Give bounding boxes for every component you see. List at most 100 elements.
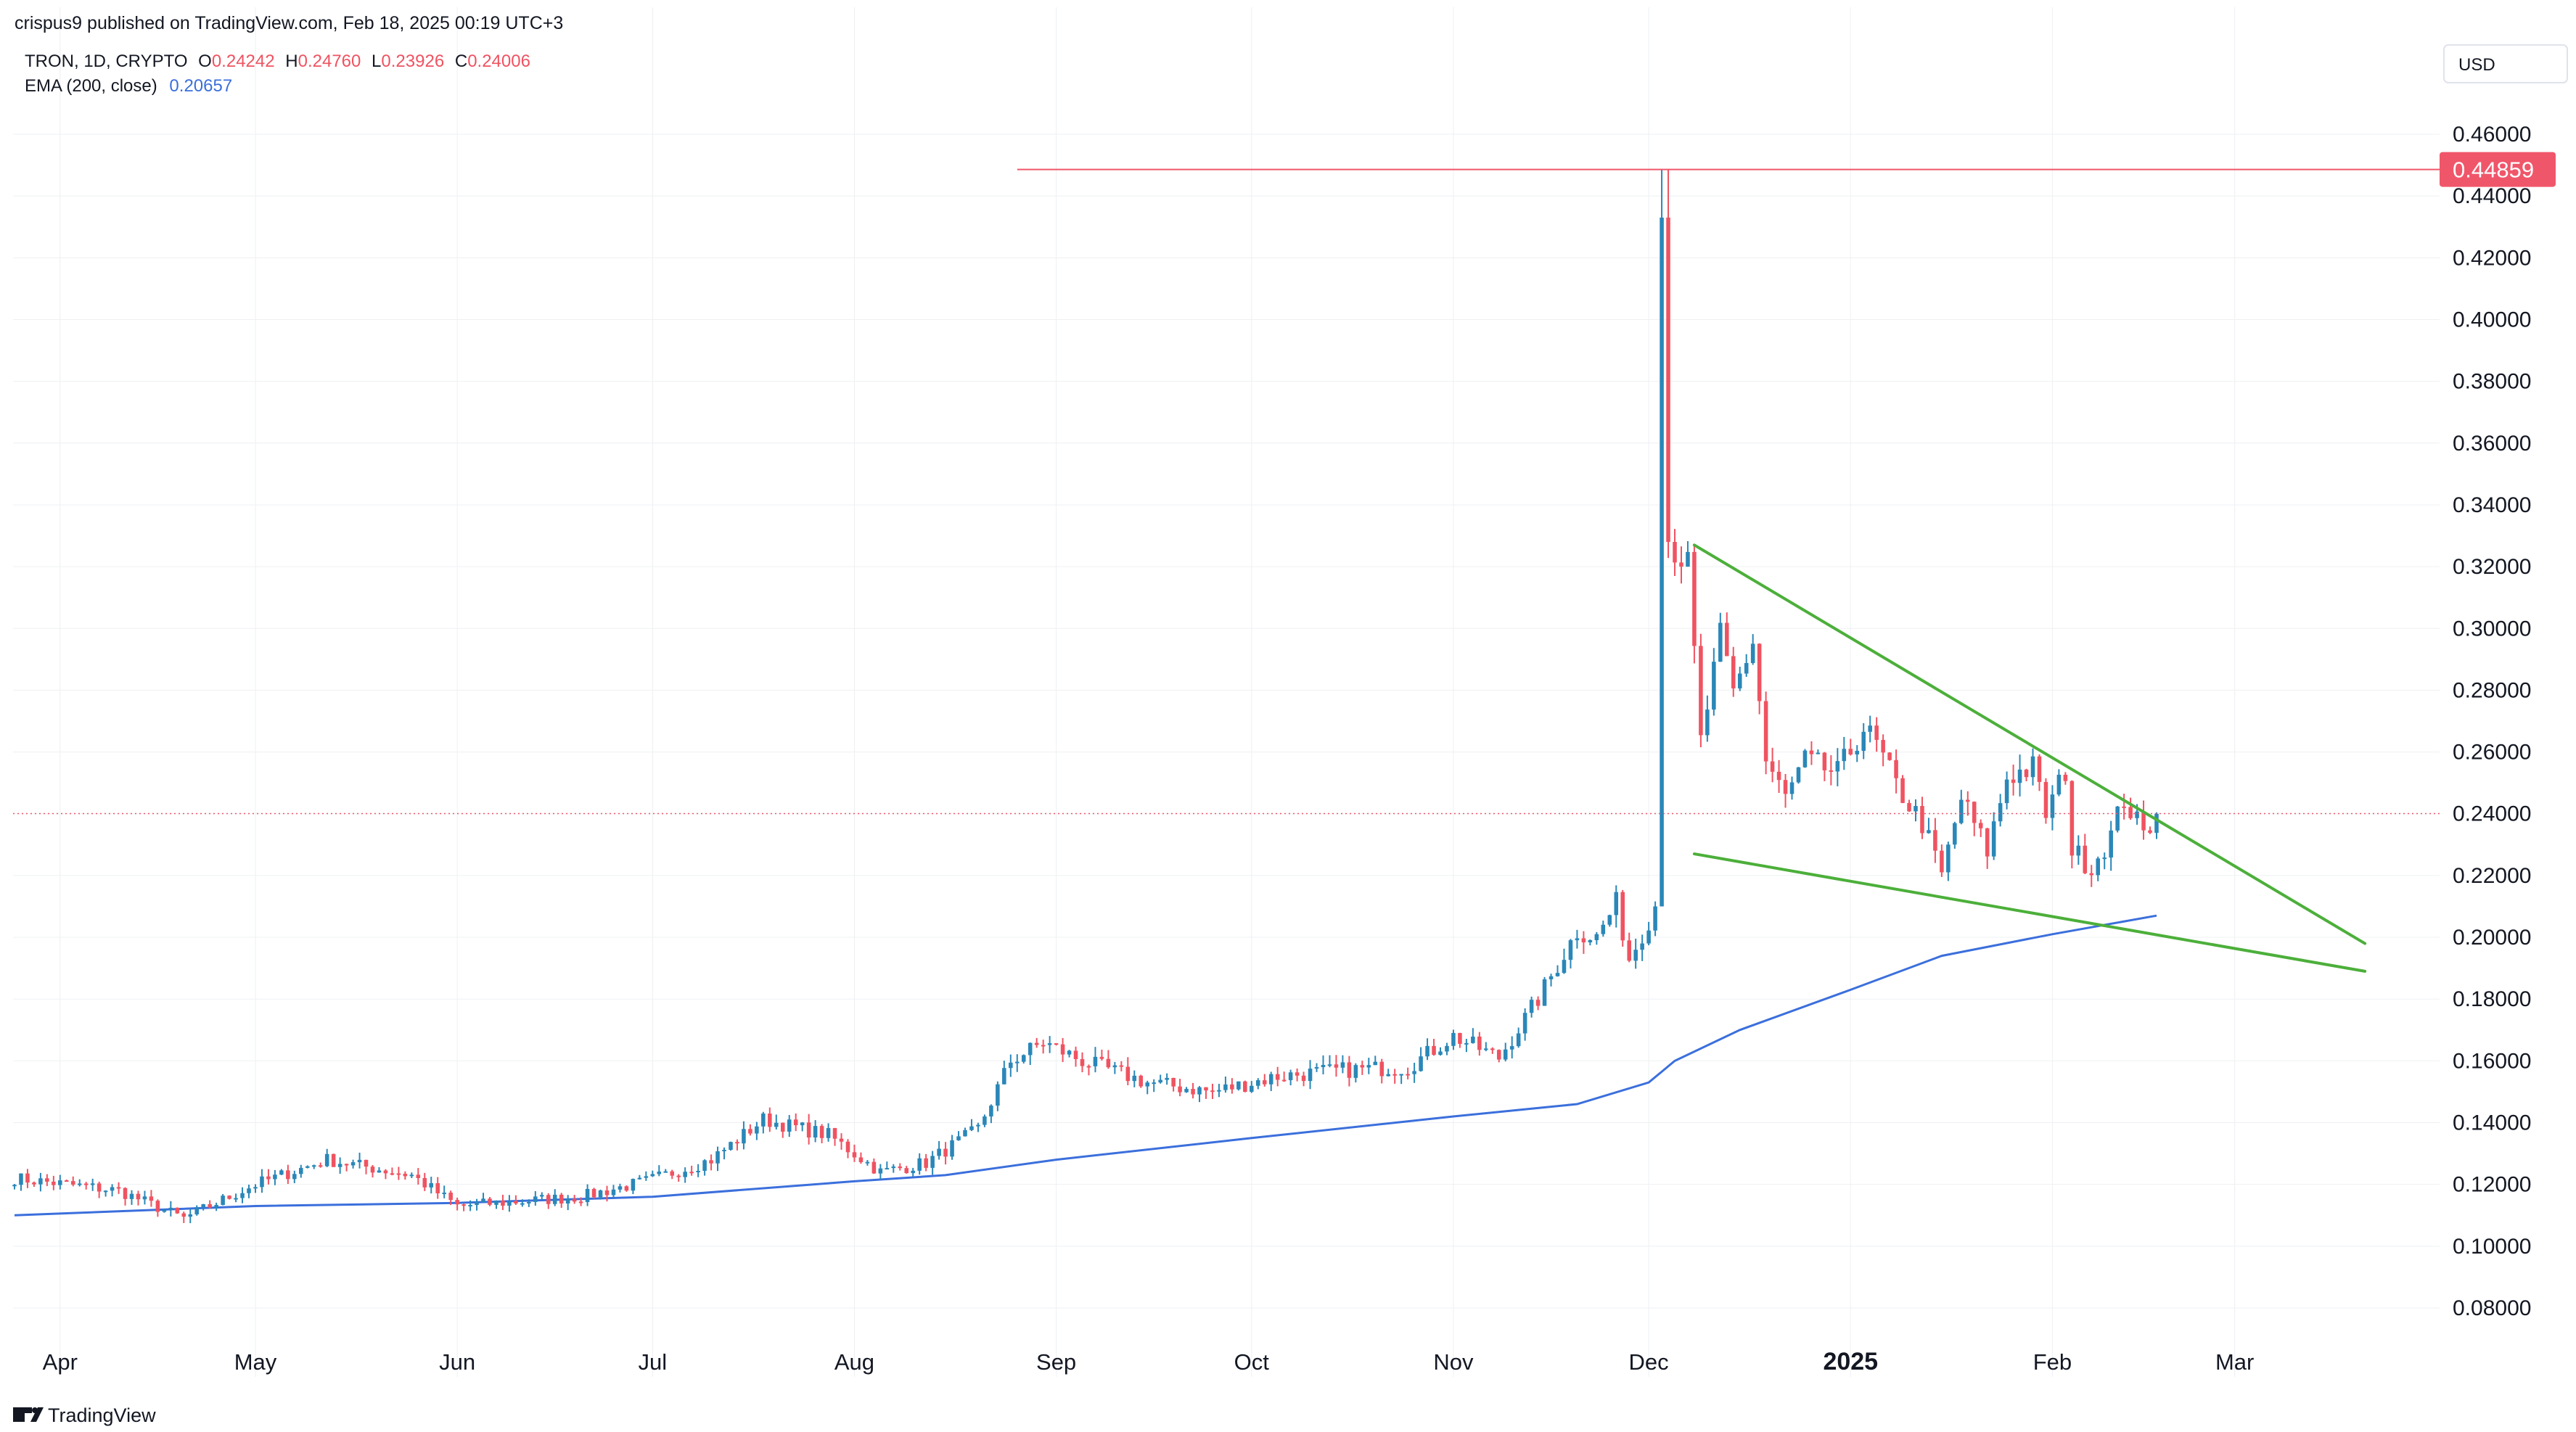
candle-body: [12, 1185, 17, 1187]
x-tick-label: Mar: [2215, 1349, 2254, 1375]
candle-body: [572, 1198, 577, 1202]
candle-body: [1763, 701, 1768, 762]
candle-body: [45, 1178, 49, 1182]
candle-body: [787, 1119, 792, 1132]
candle-body: [116, 1187, 121, 1189]
candle-body: [227, 1196, 231, 1199]
candle-body: [1243, 1081, 1247, 1092]
candle-body: [1250, 1085, 1254, 1092]
candle-body: [585, 1188, 590, 1203]
candle-body: [1601, 924, 1606, 934]
candle-body: [644, 1176, 649, 1178]
candle-body: [715, 1151, 720, 1164]
candle-body: [429, 1182, 434, 1188]
candle-body: [533, 1196, 538, 1202]
candle-body: [800, 1122, 805, 1126]
candle-body: [416, 1174, 421, 1178]
candle-body: [1542, 979, 1547, 1006]
candle-body: [481, 1198, 485, 1203]
candle-body: [689, 1172, 694, 1174]
candle-body: [1132, 1075, 1137, 1082]
candle-body: [1673, 542, 1677, 563]
candle-body: [1718, 622, 1723, 662]
candle-body: [1699, 646, 1703, 736]
candle-body: [1360, 1065, 1365, 1068]
candle-body: [422, 1177, 427, 1188]
candle-body: [722, 1149, 726, 1152]
candle-body: [2056, 774, 2062, 795]
candle-body: [260, 1176, 264, 1188]
y-tick-label: 0.18000: [2453, 987, 2531, 1011]
candle-body: [598, 1190, 603, 1198]
candle-body: [1191, 1089, 1195, 1095]
candle-body: [1874, 725, 1879, 740]
candle-body: [1158, 1079, 1162, 1083]
candle-body: [1594, 934, 1599, 941]
trendline-upper[interactable]: [1692, 543, 2367, 945]
candle-body: [774, 1122, 779, 1127]
published-line: crispus9 published on TradingView.com, F…: [15, 13, 563, 33]
candle-body: [188, 1214, 193, 1217]
candle-body: [1458, 1032, 1462, 1044]
currency-selector[interactable]: USD: [2443, 44, 2568, 83]
candle-body: [1829, 770, 1834, 772]
candle-body: [1379, 1061, 1385, 1077]
candle-body: [742, 1129, 746, 1144]
candle-body: [383, 1170, 388, 1174]
candle-body: [1529, 1000, 1534, 1013]
candle-body: [2102, 857, 2107, 860]
y-tick-label: 0.34000: [2453, 493, 2531, 517]
candle-body: [507, 1201, 512, 1206]
symbol-name[interactable]: TRON, 1D, CRYPTO: [25, 52, 187, 71]
y-tick-label: 0.32000: [2453, 555, 2531, 579]
candle-body: [318, 1165, 323, 1167]
tradingview-brand[interactable]: TradingView: [13, 1404, 156, 1426]
candle-body: [331, 1153, 336, 1167]
candle-body: [1796, 767, 1801, 783]
candle-body: [1575, 938, 1580, 941]
candle-body: [1855, 751, 1860, 754]
candle-body: [2011, 779, 2016, 783]
candle-body: [1516, 1033, 1521, 1047]
candle-body: [1757, 643, 1762, 701]
candle-body: [168, 1207, 173, 1210]
trendline-lower[interactable]: [1692, 852, 2367, 973]
drawings: [13, 168, 2440, 973]
candle-body: [845, 1141, 850, 1153]
candle-body: [1412, 1071, 1416, 1074]
candle-body: [514, 1201, 518, 1203]
price-axis[interactable]: 0.46000 0.44000 0.42000 0.40000 0.38000 0.360…: [2440, 123, 2556, 1320]
candle-body: [409, 1174, 414, 1177]
candle-body: [396, 1173, 401, 1175]
candle-body: [1633, 950, 1638, 961]
candle-body: [1646, 930, 1651, 944]
y-tick-label: 0.28000: [2453, 678, 2531, 702]
low-value: 0.23926: [381, 52, 444, 71]
close-label: C: [455, 52, 467, 71]
ema-legend[interactable]: EMA (200, close) 0.20657: [25, 76, 232, 96]
candle-body: [1816, 752, 1821, 754]
candle-body: [1972, 802, 1977, 823]
candle-body: [969, 1126, 974, 1130]
candle-body: [155, 1201, 160, 1212]
x-tick-label: Nov: [1433, 1349, 1474, 1375]
candle-body: [1314, 1067, 1319, 1069]
candle-body: [1255, 1080, 1260, 1086]
time-axis[interactable]: Apr May Jun Jul Aug Sep Oct Nov Dec 2025 Feb Mar: [43, 1348, 2255, 1375]
candle-body: [2070, 781, 2075, 856]
candle-body: [70, 1181, 75, 1185]
candle-body: [1822, 752, 1827, 770]
candle-body: [468, 1205, 472, 1207]
candle-body: [839, 1138, 844, 1142]
candle-body: [52, 1181, 56, 1185]
candle-body: [1627, 940, 1631, 961]
candle-body: [1887, 752, 1892, 760]
close-value: 0.24006: [467, 52, 530, 71]
candle-body: [442, 1193, 446, 1195]
candle-body: [819, 1126, 824, 1138]
candle-body: [813, 1126, 818, 1137]
candle-body: [475, 1202, 479, 1206]
candle-body: [1581, 938, 1586, 943]
candle-body: [871, 1161, 877, 1174]
